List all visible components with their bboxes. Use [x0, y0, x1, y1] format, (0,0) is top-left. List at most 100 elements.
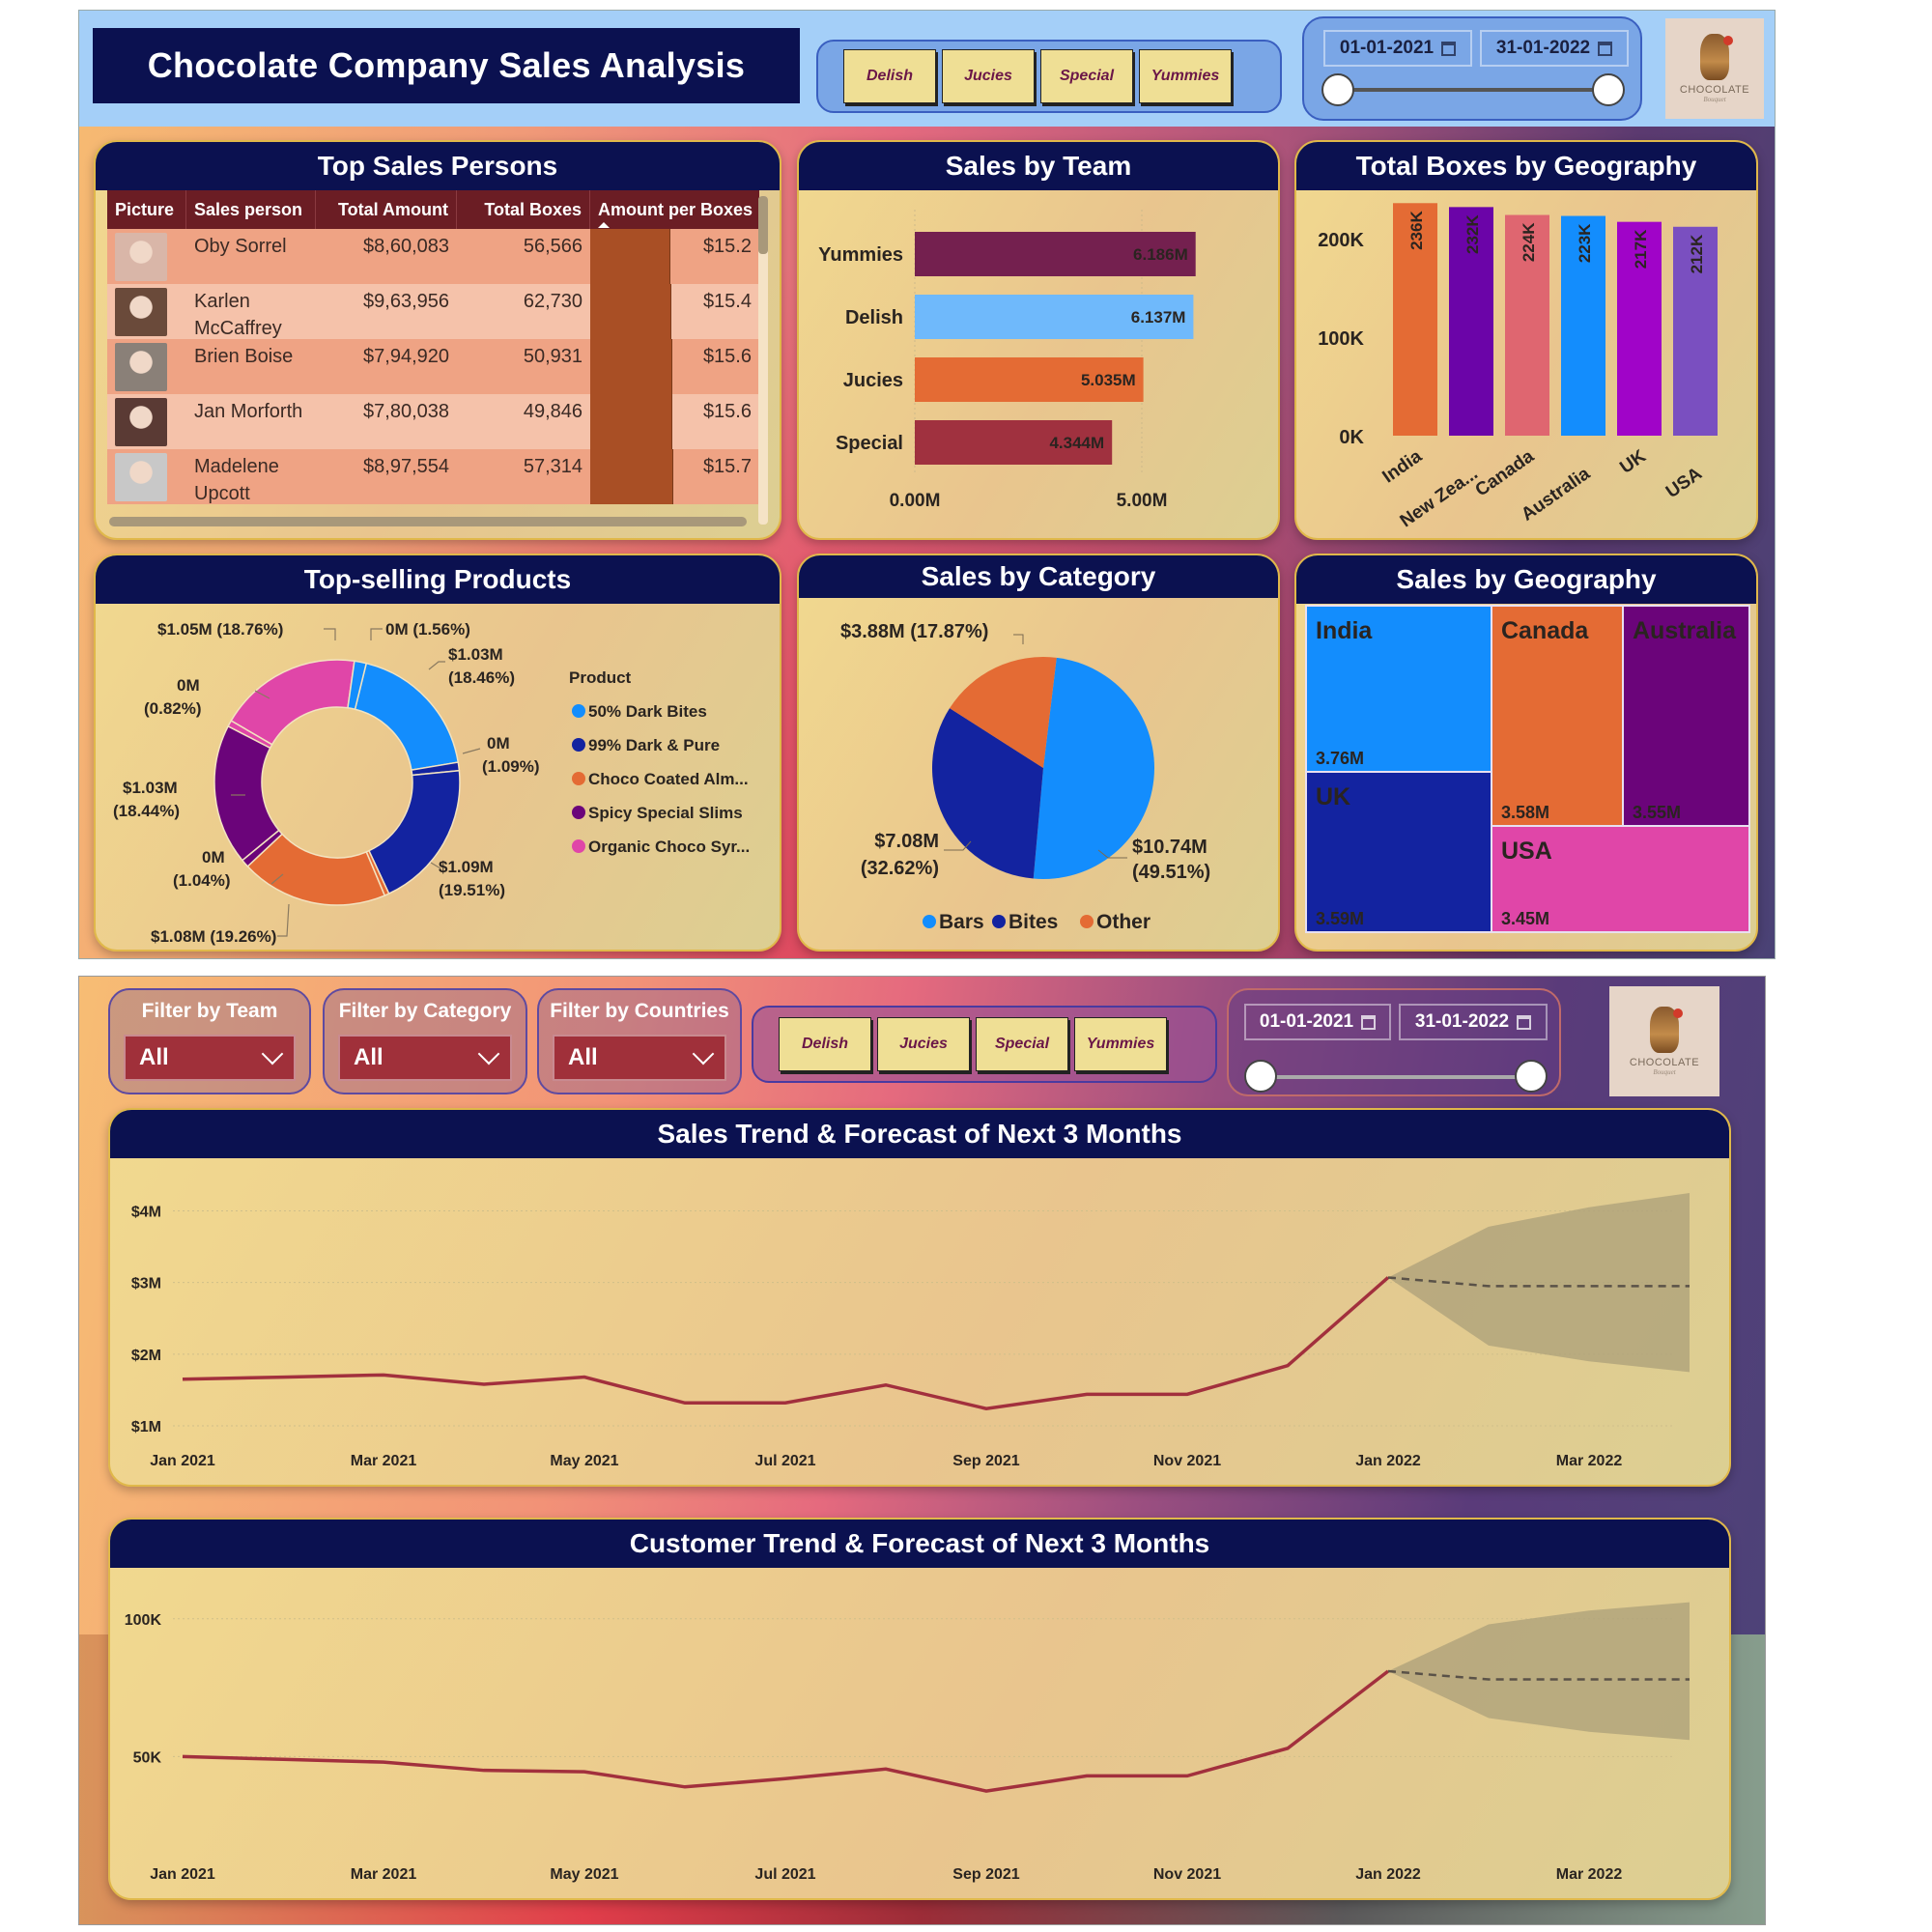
date-slider-track[interactable]	[1339, 88, 1609, 92]
column-header-total-amount[interactable]: Total Amount	[316, 190, 457, 229]
team-button-special[interactable]: Special	[1040, 49, 1133, 103]
amount-per-boxes-bar	[590, 394, 672, 449]
amount-per-boxes: $15.2	[702, 236, 752, 257]
total-boxes: 56,566	[523, 236, 582, 257]
end-date-field[interactable]: 31-01-2022	[1399, 1004, 1548, 1040]
chevron-down-icon	[692, 1042, 715, 1065]
team-button-yummies[interactable]: Yummies	[1139, 49, 1232, 103]
filter-countries: Filter by Countries All	[537, 988, 742, 1094]
amount-per-boxes-bar	[590, 284, 671, 339]
treemap-tile[interactable]	[1491, 825, 1750, 933]
start-date-field[interactable]: 01-01-2021	[1244, 1004, 1391, 1040]
column-header-sales-person[interactable]: Sales person	[186, 190, 316, 229]
team-button-yummies[interactable]: Yummies	[1074, 1017, 1167, 1071]
donut-data-label: $1.03M	[448, 645, 503, 664]
treemap-tile[interactable]	[1305, 605, 1492, 773]
card-title: Customer Trend & Forecast of Next 3 Mont…	[110, 1520, 1729, 1568]
picture-cell	[107, 449, 186, 504]
forecast-line[interactable]	[1387, 1669, 1690, 1681]
team-bar[interactable]	[915, 232, 1196, 276]
forecast-confidence-band	[1388, 1602, 1690, 1741]
legend-marker	[1080, 915, 1094, 928]
team-bar[interactable]	[915, 420, 1113, 465]
x-tick-label: Canada	[1472, 446, 1539, 501]
countries-dropdown[interactable]: All	[553, 1035, 726, 1081]
date-slider-start-handle[interactable]	[1321, 73, 1354, 106]
leader-line	[1097, 849, 1127, 859]
amount-per-boxes: $15.6	[702, 346, 752, 367]
team-button-delish[interactable]: Delish	[843, 49, 936, 103]
donut-data-label: (1.09%)	[482, 757, 540, 776]
bar-data-label: 4.344M	[1049, 434, 1104, 452]
donut-slice[interactable]	[347, 660, 368, 711]
start-date-field[interactable]: 01-01-2021	[1323, 30, 1472, 67]
bar-data-label: 236K	[1407, 211, 1426, 250]
date-slider-end-handle[interactable]	[1515, 1060, 1548, 1093]
sales-person-name: Brien Boise	[194, 346, 294, 367]
table-row[interactable]: Madelene Upcott $8,97,554 57,314 $15.7	[107, 449, 759, 504]
date-slider-end-handle[interactable]	[1592, 73, 1625, 106]
overview-dashboard: Chocolate Company Sales Analysis Delish …	[78, 10, 1776, 959]
boxes-bar[interactable]	[1449, 207, 1493, 436]
amount-per-boxes-cell: $15.6	[590, 394, 759, 449]
bar-data-label: 212K	[1688, 234, 1706, 273]
dropdown-value: All	[354, 1044, 384, 1070]
column-header-picture[interactable]: Picture	[107, 190, 186, 229]
header-bar: Chocolate Company Sales Analysis Delish …	[79, 11, 1775, 127]
x-tick-label: Jul 2021	[754, 1866, 815, 1883]
top-selling-products-donut: $1.05M (18.76%) 0M (1.56%) $1.03M (18.46%) 0…	[113, 620, 750, 946]
logo-subtext: Bouquet	[1703, 96, 1726, 103]
actual-trend-line[interactable]	[182, 1669, 1390, 1793]
scrollbar-thumb[interactable]	[758, 196, 768, 254]
treemap-tile[interactable]	[1491, 605, 1624, 827]
boxes-bar[interactable]	[1673, 226, 1718, 436]
filter-label: Filter by Team	[141, 1000, 278, 1022]
pie-data-label: (49.51%)	[1132, 862, 1210, 883]
donut-slice[interactable]	[230, 659, 355, 746]
boxes-bar[interactable]	[1505, 214, 1549, 436]
team-bar[interactable]	[915, 357, 1144, 402]
top-sales-persons-card: Top Sales Persons Picture Sales person T…	[94, 140, 781, 540]
column-header-total-boxes[interactable]: Total Boxes	[457, 190, 590, 229]
treemap-tile[interactable]	[1622, 605, 1750, 827]
amount-per-boxes-cell: $15.6	[590, 339, 759, 394]
date-range-slicer: 01-01-2021 31-01-2022	[1227, 988, 1561, 1096]
boxes-bar[interactable]	[1561, 215, 1605, 436]
x-tick-label: Sep 2021	[952, 1866, 1019, 1883]
donut-slice[interactable]	[354, 662, 460, 772]
forecast-line[interactable]	[1387, 1276, 1690, 1288]
pie-slice[interactable]	[932, 708, 1043, 879]
team-bar[interactable]	[915, 295, 1194, 339]
chevron-down-icon	[261, 1042, 284, 1065]
boxes-bar[interactable]	[1617, 221, 1662, 436]
date-slider-track[interactable]	[1262, 1075, 1532, 1079]
table-row[interactable]: Jan Morforth $7,80,038 49,846 $15.6	[107, 394, 759, 449]
sales-person-name: Oby Sorrel	[194, 236, 287, 257]
date-slider-start-handle[interactable]	[1244, 1060, 1277, 1093]
vertical-scrollbar[interactable]	[758, 196, 768, 525]
pie-slice[interactable]	[1033, 657, 1154, 879]
column-header-amount-per-boxes[interactable]: Amount per Boxes	[590, 190, 759, 229]
boxes-bar[interactable]	[1393, 203, 1437, 436]
treemap-tile[interactable]	[1305, 771, 1492, 933]
actual-trend-line[interactable]	[182, 1276, 1390, 1410]
horizontal-scrollbar[interactable]	[109, 517, 747, 526]
table-row[interactable]: Karlen McCaffrey $9,63,956 62,730 $15.4	[107, 284, 759, 339]
category-dropdown[interactable]: All	[338, 1035, 512, 1081]
total-amount: $8,60,083	[363, 236, 449, 257]
end-date-field[interactable]: 31-01-2022	[1480, 30, 1629, 67]
sort-ascending-icon	[598, 222, 610, 228]
team-dropdown[interactable]: All	[124, 1035, 296, 1081]
team-button-jucies[interactable]: Jucies	[942, 49, 1035, 103]
table-row[interactable]: Oby Sorrel $8,60,083 56,566 $15.2	[107, 229, 759, 284]
pie-slice[interactable]	[950, 657, 1057, 768]
table-row[interactable]: Brien Boise $7,94,920 50,931 $15.6	[107, 339, 759, 394]
leader-line	[324, 628, 336, 640]
forecast-confidence-band	[1388, 1192, 1690, 1373]
end-date-value: 31-01-2022	[1414, 1011, 1510, 1032]
team-button-delish[interactable]: Delish	[779, 1017, 871, 1071]
team-button-special[interactable]: Special	[976, 1017, 1068, 1071]
amount-per-boxes-bar	[590, 229, 670, 284]
treemap-label: India	[1316, 617, 1373, 644]
team-button-jucies[interactable]: Jucies	[877, 1017, 970, 1071]
